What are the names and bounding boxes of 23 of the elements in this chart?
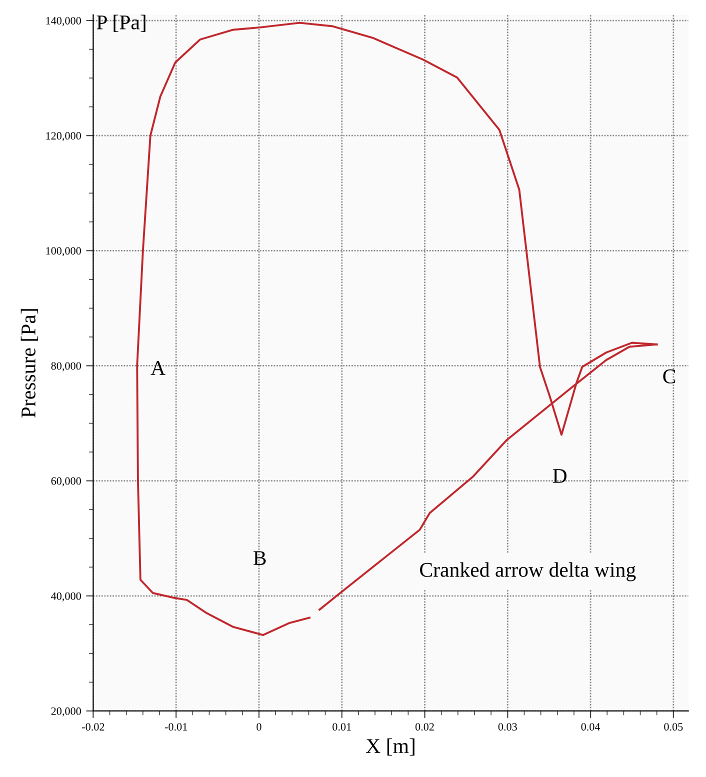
y-tick-label: 80,000 [51,362,81,372]
y-tick-label: 60,000 [51,477,81,486]
x-tick-label: 0.04 [581,723,600,731]
annotation: Cranked arrow delta wing [420,562,636,582]
y-tick-label: 120,000 [46,132,81,142]
annotation: D [552,469,566,483]
x-tick-label: 0.01 [332,723,351,731]
y-tick-label: 100,000 [46,247,81,256]
annotation: P [Pa] [96,14,146,32]
x-tick-label: 0.05 [664,723,683,731]
x-tick-label: 0.03 [498,723,517,731]
y-axis-title: Pressure [Pa] [20,309,38,418]
y-tick-label: 40,000 [51,592,81,602]
x-tick-label: 0 [256,723,262,731]
y-tick-label: 20,000 [51,707,81,717]
annotation: B [253,551,266,565]
annotation: A [150,361,166,375]
x-tick-label: -0.01 [164,723,187,731]
y-tick-label: 140,000 [46,16,81,26]
x-tick-label: -0.02 [82,723,104,731]
annotation: C [663,369,676,384]
x-tick-label: 0.02 [415,723,434,731]
x-axis-title: X [m] [366,738,414,756]
